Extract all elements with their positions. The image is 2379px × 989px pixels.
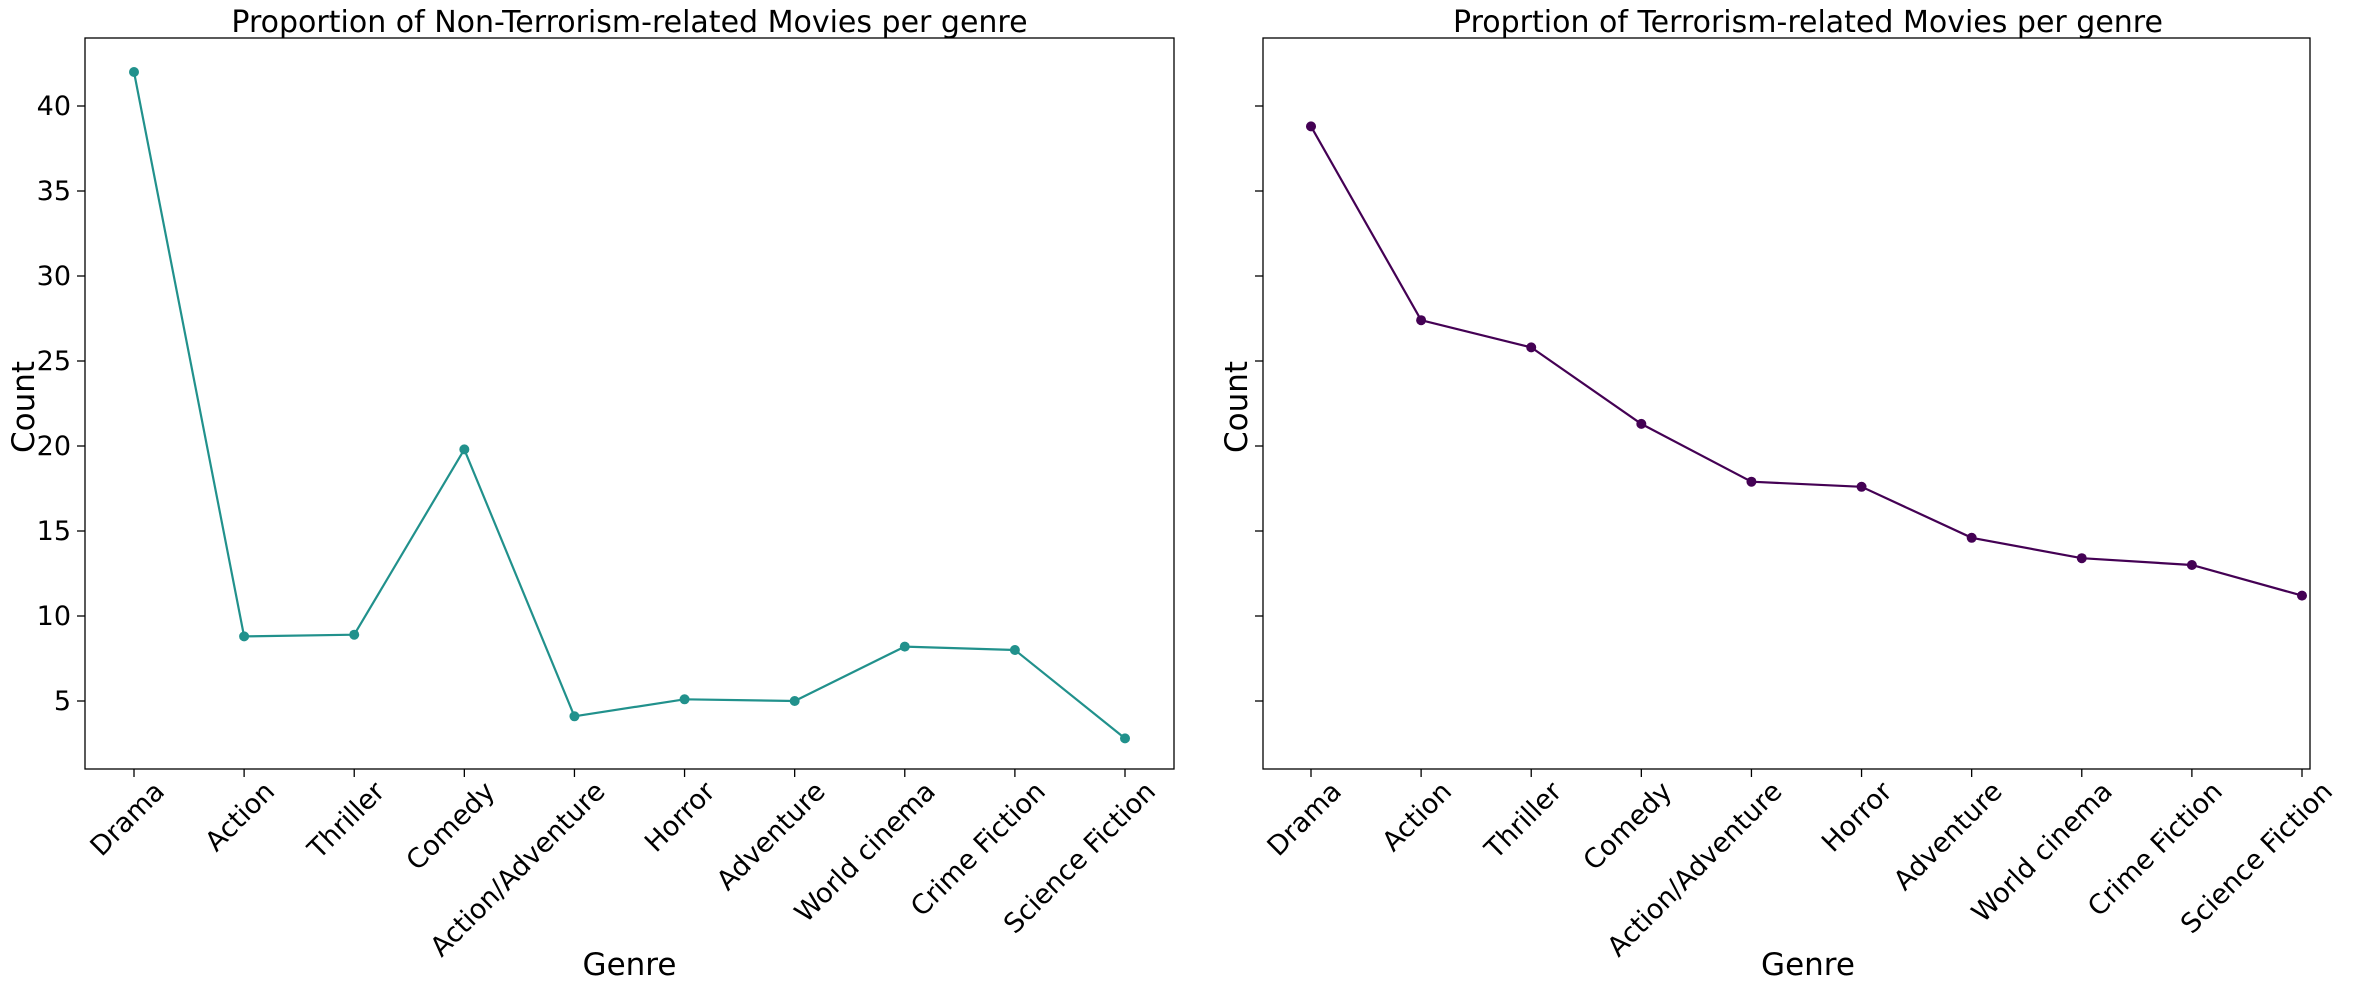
- chart-right: Proprtion of Terrorism-related Movies pe…: [1219, 5, 2339, 983]
- data-point: [1120, 733, 1130, 744]
- data-point: [239, 631, 250, 642]
- plot-frame: [1262, 37, 2311, 770]
- x-axis-label: Genre: [1761, 947, 1855, 983]
- data-point: [459, 444, 470, 455]
- data-point: [1856, 481, 1867, 492]
- series-group: [1306, 121, 2307, 601]
- data-point: [2297, 590, 2307, 601]
- series-line: [1310, 125, 2303, 597]
- y-tick-label: 15: [37, 516, 71, 547]
- data-point: [1009, 645, 1020, 655]
- y-tick-label: 20: [37, 431, 71, 462]
- series-line: [132, 71, 1126, 740]
- y-tick-label: 5: [54, 686, 71, 717]
- chart-title: Proprtion of Terrorism-related Movies pe…: [1453, 5, 2163, 40]
- data-point: [1746, 476, 1757, 487]
- data-point: [1636, 418, 1647, 429]
- data-point: [569, 711, 580, 722]
- data-point: [789, 696, 800, 706]
- x-tick-label: Comedy: [401, 776, 502, 877]
- chart-title: Proportion of Non-Terrorism-related Movi…: [231, 5, 1027, 40]
- x-tick-label: Horror: [639, 775, 722, 858]
- x-tick-label: Thriller: [301, 775, 391, 865]
- x-tick-label: Action: [199, 776, 281, 858]
- x-tick-label: Adventure: [711, 776, 832, 897]
- data-point: [1416, 315, 1427, 326]
- x-tick-label: Drama: [84, 776, 170, 862]
- data-point: [899, 641, 910, 652]
- x-tick-label: Action: [1376, 776, 1458, 858]
- data-point: [129, 67, 139, 77]
- y-tick-label: 35: [37, 176, 71, 207]
- y-tick-label: 40: [37, 91, 71, 122]
- data-point: [1526, 342, 1537, 353]
- data-point: [2186, 560, 2197, 570]
- data-point: [2076, 553, 2087, 564]
- x-tick-label: Drama: [1261, 776, 1347, 862]
- plot-frame: [84, 37, 1175, 770]
- x-tick-label: Thriller: [1478, 775, 1568, 865]
- y-tick-label: 25: [37, 346, 71, 377]
- data-point: [1966, 532, 1977, 543]
- x-tick-label: Adventure: [1888, 776, 2009, 897]
- y-axis-label: Count: [1219, 361, 1255, 453]
- x-axis-label: Genre: [583, 947, 677, 983]
- series-group: [129, 67, 1130, 744]
- y-axis-label: Count: [6, 361, 42, 453]
- data-point: [1306, 121, 1316, 132]
- tick-group: 5 10 15 20 25 30 35 40 Drama Action Thriller Comedy…: [37, 91, 1162, 963]
- chart-left: Proportion of Non-Terrorism-related Movi…: [6, 5, 1175, 983]
- x-tick-label: Horror: [1816, 775, 1899, 858]
- data-point: [349, 629, 360, 640]
- y-tick-label: 30: [37, 261, 71, 292]
- y-tick-label: 10: [37, 601, 71, 632]
- tick-group: Drama Action Thriller ComedyAction/Adventur…: [1255, 105, 2339, 963]
- data-point: [679, 694, 690, 705]
- x-tick-label: Comedy: [1578, 776, 1679, 877]
